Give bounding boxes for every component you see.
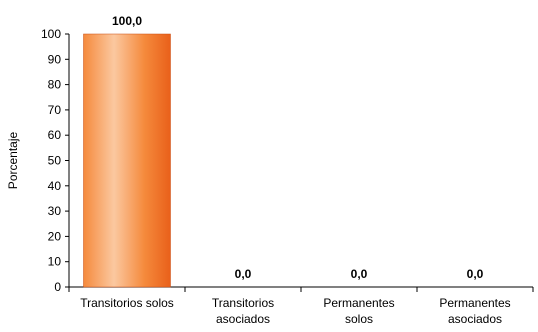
y-tick-label: 40 [48, 179, 62, 193]
data-label: 100,0 [112, 14, 142, 28]
y-tick-label: 20 [48, 229, 62, 243]
y-tick-label: 60 [48, 128, 62, 142]
data-label: 0,0 [235, 267, 252, 281]
y-tick-label: 10 [48, 255, 62, 269]
y-axis-title: Porcentaje [6, 131, 20, 189]
x-tick-label: solos [345, 312, 373, 326]
x-tick-label: Permanentes [323, 296, 394, 310]
x-tick-label: asociados [448, 312, 502, 326]
data-label: 0,0 [467, 267, 484, 281]
x-tick-label: Transitorios [212, 296, 274, 310]
x-tick-label: asociados [216, 312, 270, 326]
y-tick-label: 30 [48, 204, 62, 218]
y-tick-label: 90 [48, 52, 62, 66]
y-tick-label: 80 [48, 78, 62, 92]
y-tick-label: 50 [48, 154, 62, 168]
bar [83, 33, 171, 288]
y-tick-label: 100 [41, 27, 61, 41]
y-tick-label: 70 [48, 103, 62, 117]
data-label: 0,0 [351, 267, 368, 281]
x-tick-label: Transitorios solos [80, 296, 174, 310]
y-tick-label: 0 [54, 280, 61, 294]
x-tick-label: Permanentes [439, 296, 510, 310]
